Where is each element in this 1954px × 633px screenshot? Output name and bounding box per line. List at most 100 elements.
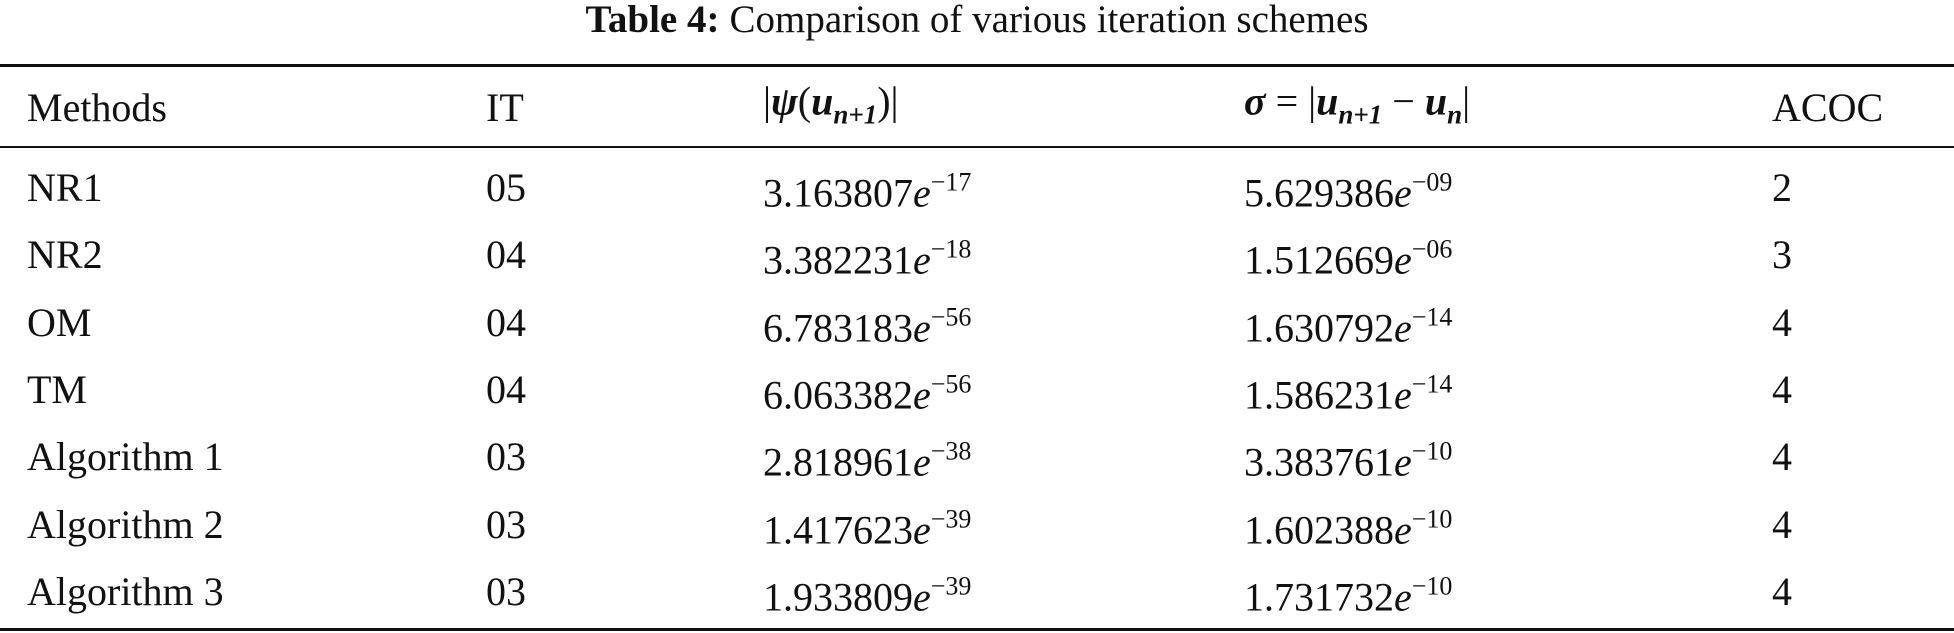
base: e: [1394, 170, 1412, 216]
base: e: [913, 372, 931, 418]
header-text: |: [1462, 78, 1471, 124]
header-text: |: [763, 78, 772, 124]
header-cell: |ψ(un+1)|: [763, 78, 899, 137]
top-rule: [0, 64, 1954, 67]
method-cell: Algorithm 1: [27, 434, 224, 479]
base: e: [1394, 574, 1412, 620]
header-cell: IT: [486, 86, 524, 130]
mantissa: 1.602388: [1244, 507, 1394, 553]
caption-text: Comparison of various iteration schemes: [729, 0, 1369, 41]
acoc-cell: 4: [1772, 367, 1792, 412]
exponent: −18: [930, 234, 972, 264]
header-text: u: [811, 78, 834, 124]
acoc-cell: 4: [1772, 434, 1792, 479]
header-text: )|: [877, 78, 899, 124]
sigma-cell: 1.630792e−14: [1244, 296, 1452, 351]
header-text: n: [1447, 99, 1463, 130]
exponent: −14: [1411, 369, 1453, 399]
base: e: [913, 170, 931, 216]
exponent: −10: [1411, 504, 1453, 534]
method-cell: OM: [27, 300, 92, 345]
exponent: −17: [930, 167, 972, 197]
mantissa: 6.063382: [763, 372, 913, 418]
mantissa: 1.417623: [763, 507, 913, 553]
header-text: −: [1382, 78, 1425, 124]
table-caption: Table 4: Comparison of various iteration …: [0, 0, 1954, 40]
exponent: −10: [1411, 436, 1453, 466]
it-cell: 04: [486, 300, 526, 345]
sigma-cell: 1.512669e−06: [1244, 228, 1452, 283]
sigma-cell: 1.731732e−10: [1244, 565, 1452, 620]
sigma-cell: 5.629386e−09: [1244, 161, 1452, 216]
acoc-cell: 4: [1772, 502, 1792, 547]
mantissa: 5.629386: [1244, 170, 1394, 216]
exponent: −39: [930, 504, 972, 534]
exponent: −14: [1411, 302, 1453, 332]
mantissa: 1.731732: [1244, 574, 1394, 620]
header-text: = |: [1265, 78, 1317, 124]
header-text: n+1: [833, 99, 878, 130]
exponent: −09: [1411, 167, 1453, 197]
method-cell: NR1: [27, 165, 103, 210]
sigma-cell: 1.602388e−10: [1244, 498, 1452, 553]
base: e: [913, 237, 931, 283]
caption-label: Table 4:: [585, 0, 720, 41]
exponent: −56: [930, 302, 972, 332]
header-text: Methods: [27, 85, 167, 130]
header-cell: σ = |un+1 − un|: [1244, 78, 1471, 137]
mantissa: 1.630792: [1244, 305, 1394, 351]
header-text: IT: [486, 85, 524, 130]
header-text: n+1: [1338, 99, 1383, 130]
base: e: [1394, 507, 1412, 553]
it-cell: 05: [486, 165, 526, 210]
mantissa: 1.586231: [1244, 372, 1394, 418]
method-cell: TM: [27, 367, 87, 412]
psi-cell: 1.417623e−39: [763, 498, 971, 553]
bottom-rule: [0, 628, 1954, 631]
base: e: [1394, 237, 1412, 283]
psi-cell: 6.783183e−56: [763, 296, 971, 351]
acoc-cell: 4: [1772, 300, 1792, 345]
header-text: u: [1316, 78, 1339, 124]
acoc-cell: 2: [1772, 165, 1792, 210]
mantissa: 3.382231: [763, 237, 913, 283]
base: e: [913, 507, 931, 553]
method-cell: Algorithm 3: [27, 569, 224, 614]
psi-cell: 6.063382e−56: [763, 363, 971, 418]
method-cell: NR2: [27, 232, 103, 277]
header-text: ψ: [771, 78, 798, 124]
exponent: −39: [930, 571, 972, 601]
psi-cell: 1.933809e−39: [763, 565, 971, 620]
acoc-cell: 3: [1772, 232, 1792, 277]
psi-cell: 2.818961e−38: [763, 430, 971, 485]
base: e: [1394, 372, 1412, 418]
mantissa: 6.783183: [763, 305, 913, 351]
header-text: ACOC: [1772, 85, 1884, 130]
sigma-cell: 3.383761e−10: [1244, 430, 1452, 485]
it-cell: 03: [486, 434, 526, 479]
mantissa: 2.818961: [763, 439, 913, 485]
header-cell: Methods: [27, 86, 167, 130]
it-cell: 04: [486, 367, 526, 412]
it-cell: 03: [486, 502, 526, 547]
base: e: [1394, 305, 1412, 351]
base: e: [913, 574, 931, 620]
method-cell: Algorithm 2: [27, 502, 224, 547]
mantissa: 1.933809: [763, 574, 913, 620]
base: e: [1394, 439, 1412, 485]
mantissa: 3.383761: [1244, 439, 1394, 485]
header-rule: [0, 146, 1954, 148]
base: e: [913, 305, 931, 351]
header-text: u: [1424, 78, 1448, 124]
sigma-cell: 1.586231e−14: [1244, 363, 1452, 418]
exponent: −10: [1411, 571, 1453, 601]
it-cell: 03: [486, 569, 526, 614]
mantissa: 1.512669: [1244, 237, 1394, 283]
header-text: σ: [1244, 78, 1266, 124]
it-cell: 04: [486, 232, 526, 277]
exponent: −06: [1411, 234, 1453, 264]
acoc-cell: 4: [1772, 569, 1792, 614]
psi-cell: 3.382231e−18: [763, 228, 971, 283]
exponent: −38: [930, 436, 972, 466]
